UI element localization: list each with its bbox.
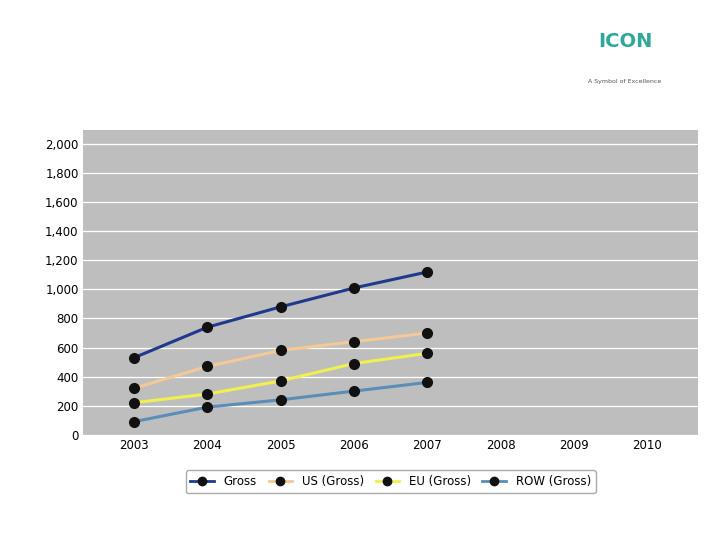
Legend: Gross, US (Gross), EU (Gross), ROW (Gross): Gross, US (Gross), EU (Gross), ROW (Gros… [186,470,595,493]
Text: CONTINUES: CONTINUES [29,55,164,75]
Text: ICON: ICON [598,32,652,51]
Text: A Symbol of Excellence: A Symbol of Excellence [588,79,662,84]
Text: RFP Flow by Participating Region: RFP Flow by Participating Region [13,104,263,117]
Text: THE JOURNEY: THE JOURNEY [29,22,109,35]
FancyBboxPatch shape [540,10,709,90]
